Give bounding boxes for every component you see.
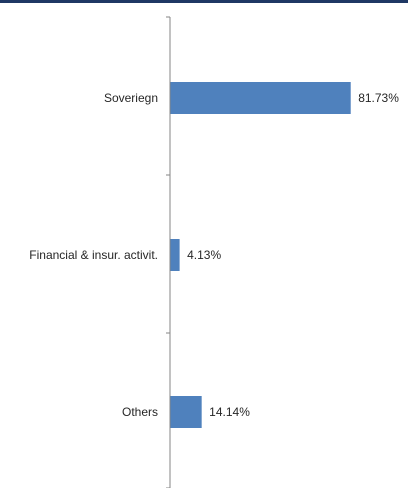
labels: Soveriegn 81.73% Financial & insur. activi… xyxy=(29,91,399,419)
category-label: Financial & insur. activit. xyxy=(29,248,158,262)
top-accent-bar xyxy=(0,0,408,3)
category-label: Soveriegn xyxy=(104,91,158,105)
data-label: 14.14% xyxy=(209,405,250,419)
category-axis xyxy=(166,16,171,488)
data-label: 4.13% xyxy=(187,248,221,262)
bar xyxy=(170,239,180,271)
bar xyxy=(170,396,202,428)
data-label: 81.73% xyxy=(358,91,399,105)
bars xyxy=(170,82,351,428)
category-label: Others xyxy=(122,405,158,419)
bar xyxy=(170,82,351,114)
